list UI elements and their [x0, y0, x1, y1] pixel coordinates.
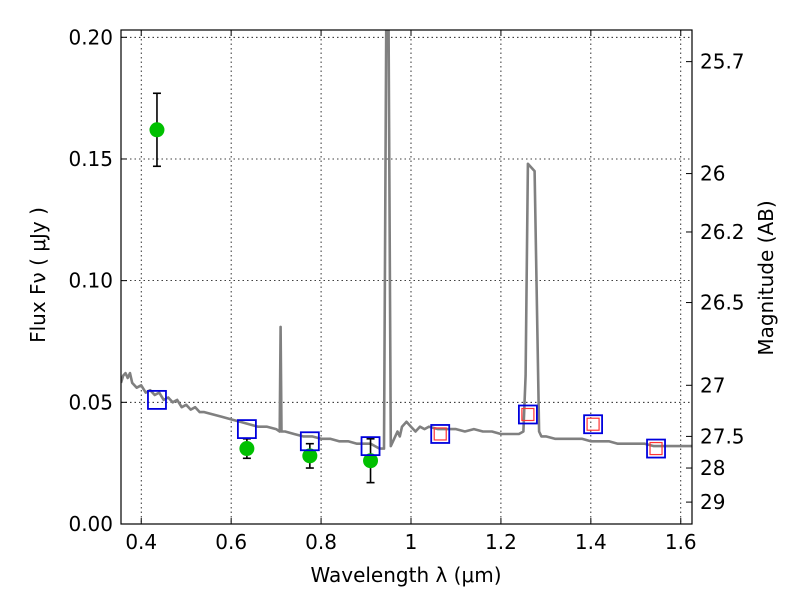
- x-tick-label: 0.4: [125, 530, 157, 554]
- y-right-tick-label: 25.7: [700, 50, 745, 74]
- data-layer: [121, 30, 692, 484]
- model-square-red: [649, 441, 663, 456]
- y-right-tick-label: 26.2: [700, 220, 745, 244]
- y-tick-label: 0.15: [68, 147, 113, 171]
- plot-frame: [120, 29, 693, 525]
- model-square-blue: [299, 431, 320, 452]
- y-tick-label: 0.10: [68, 269, 113, 293]
- y-right-tick-label: 29: [700, 490, 725, 514]
- model-square-red: [433, 427, 447, 441]
- x-tick-label: 1: [405, 530, 418, 554]
- y-right-tick-label: 27.5: [700, 424, 745, 448]
- y-tick-label: 0.05: [68, 390, 113, 414]
- x-tick-label: 1.4: [575, 530, 607, 554]
- model-square-blue: [430, 424, 451, 444]
- photometry-point: [363, 453, 379, 469]
- model-square-blue: [360, 436, 381, 457]
- y-right-tick-label: 27: [700, 373, 725, 397]
- photometry-point: [302, 448, 318, 464]
- model-square-blue: [646, 438, 666, 459]
- model-square-blue: [236, 419, 257, 439]
- y-right-tick-label: 26.5: [700, 291, 745, 315]
- x-tick-label: 0.8: [305, 530, 337, 554]
- tick-layer: 0.4 0.6 0.8 1 1.2 1.4 1.6 0.00 0.05 0.10 0.15 0.20 2…: [68, 25, 744, 554]
- x-tick-label: 1.6: [665, 530, 697, 554]
- plot-content: [121, 30, 692, 484]
- model-square-blue: [517, 404, 538, 425]
- y-right-tick-label: 28: [700, 456, 725, 480]
- spectrum-line: [121, 30, 692, 450]
- model-square-red: [586, 417, 600, 431]
- model-square-blue: [147, 389, 167, 410]
- photometry-point: [149, 122, 165, 138]
- x-tick-label: 0.6: [215, 530, 247, 554]
- x-tick-label: 1.2: [485, 530, 517, 554]
- y-tick-label: 0.00: [68, 512, 113, 536]
- y-axis-label: Flux Fν ( μJy ): [26, 207, 50, 343]
- model-square-red: [521, 407, 535, 422]
- photometry-point: [239, 441, 255, 457]
- y-tick-label: 0.20: [68, 25, 113, 49]
- y-right-tick-label: 26: [700, 162, 725, 186]
- x-axis-label: Wavelength λ (μm): [310, 563, 501, 587]
- y-axis-right-label: Magnitude (AB): [754, 200, 778, 355]
- model-square-blue: [583, 414, 603, 435]
- grid-layer: [121, 30, 692, 525]
